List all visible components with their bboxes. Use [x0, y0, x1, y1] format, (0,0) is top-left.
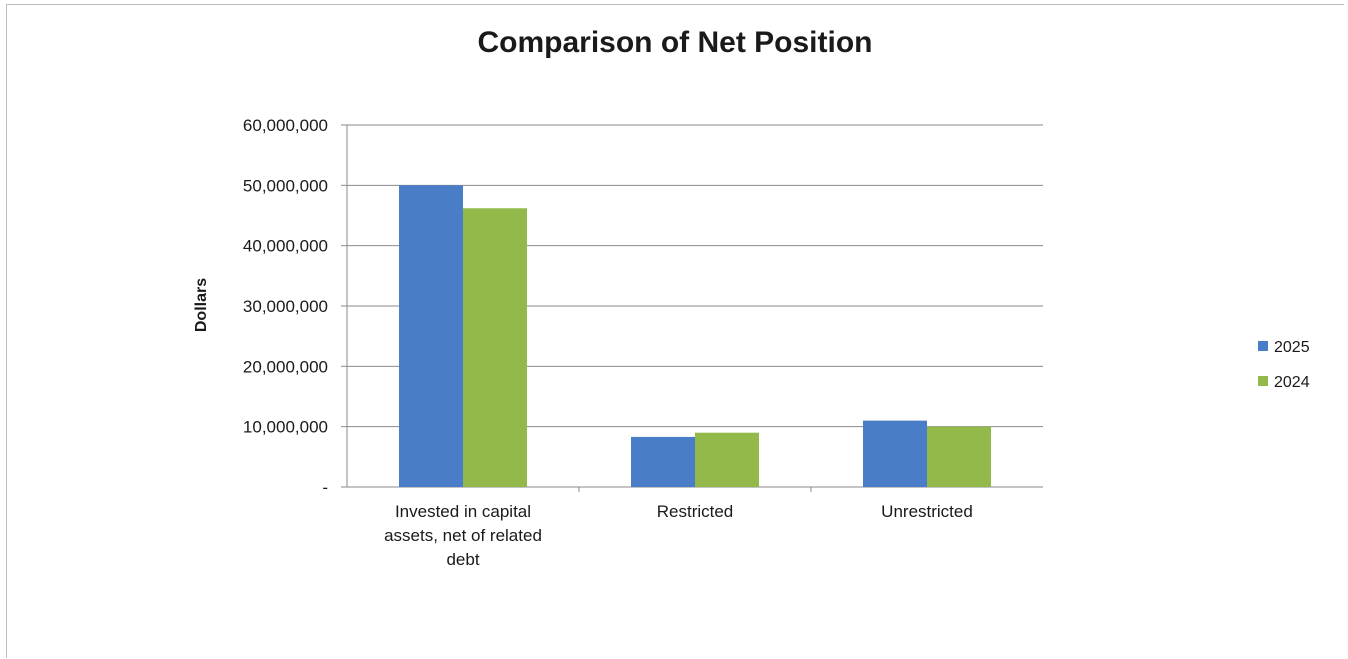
y-axis-ticks: - 10,000,000 20,000,000 30,000,000 40,000,00…	[243, 116, 347, 497]
bar-2025-0	[399, 185, 463, 488]
chart-title: Comparison of Net Position	[477, 26, 872, 59]
x-axis-categories: Invested in capital assets, net of relate…	[384, 487, 973, 569]
legend-swatch-2024	[1258, 376, 1268, 386]
bar-2024-2	[927, 426, 991, 487]
legend-swatch-2025	[1258, 341, 1268, 351]
y-tick-label: 40,000,000	[243, 237, 328, 256]
bar-2025-2	[863, 420, 927, 487]
bar-2025-1	[631, 436, 695, 487]
chart-frame	[6, 4, 1344, 658]
bar-2024-1	[695, 432, 759, 487]
legend-label-2025: 2025	[1274, 339, 1310, 356]
y-tick-label: 20,000,000	[243, 357, 328, 376]
y-tick-label: 50,000,000	[243, 176, 328, 195]
category-label: Unrestricted	[881, 502, 973, 521]
legend: 2025 2024	[1258, 339, 1310, 391]
y-tick-label: 60,000,000	[243, 116, 328, 135]
legend-label-2024: 2024	[1274, 374, 1310, 391]
category-label: Restricted	[657, 502, 734, 521]
y-tick-label: -	[322, 478, 328, 497]
y-tick-label: 30,000,000	[243, 297, 328, 316]
y-tick-label: 10,000,000	[243, 418, 328, 437]
category-label: debt	[446, 550, 479, 569]
y-axis-label: Dollars	[193, 278, 210, 332]
category-label: Invested in capital	[395, 502, 531, 521]
bar-2024-0	[463, 208, 527, 487]
bars	[399, 185, 991, 488]
category-label: assets, net of related	[384, 526, 542, 545]
